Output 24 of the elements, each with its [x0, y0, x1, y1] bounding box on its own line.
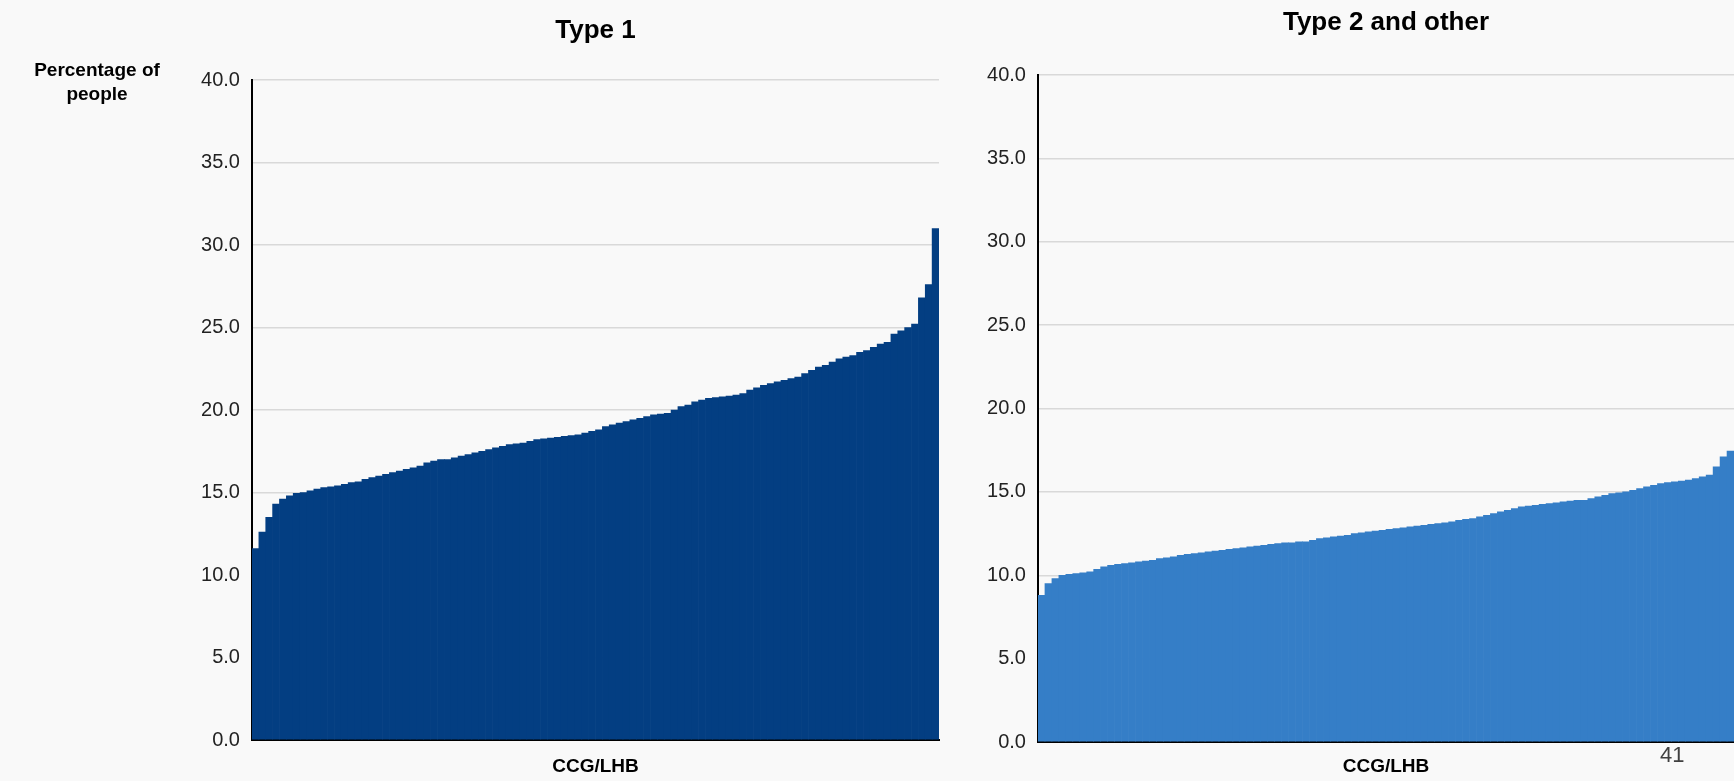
y-tick-label: 20.0: [201, 397, 240, 420]
y-tick-label: 0.0: [212, 727, 240, 750]
y-tick-label: 40.0: [987, 62, 1026, 85]
y-tick-label: 25.0: [987, 312, 1026, 335]
y-tick-label: 5.0: [998, 646, 1026, 669]
y-tick-label: 5.0: [212, 645, 240, 668]
y-tick-label: 35.0: [201, 150, 240, 173]
y-tick-label: 15.0: [987, 479, 1026, 502]
text: 41: [1660, 742, 1685, 768]
y-tick-label: 40.0: [201, 67, 240, 90]
y-axis-title: Percentage of people: [33, 58, 161, 106]
x-axis-title: CCG/LHB: [552, 755, 639, 777]
y-tick-label: 30.0: [987, 229, 1026, 252]
chart-title: Type 2 and other: [1282, 6, 1490, 37]
chart-title: Type 1: [555, 14, 636, 45]
y-tick-label: 25.0: [201, 315, 240, 338]
y-tick-label: 0.0: [998, 729, 1026, 752]
y-tick-label: 30.0: [201, 232, 240, 255]
y-tick-label: 15.0: [201, 480, 240, 503]
y-tick-label: 35.0: [987, 145, 1026, 168]
y-tick-label: 10.0: [201, 562, 240, 585]
y-tick-label: 10.0: [987, 562, 1026, 585]
y-tick-label: 20.0: [987, 396, 1026, 419]
x-axis-title: CCG/LHB: [1342, 755, 1430, 777]
